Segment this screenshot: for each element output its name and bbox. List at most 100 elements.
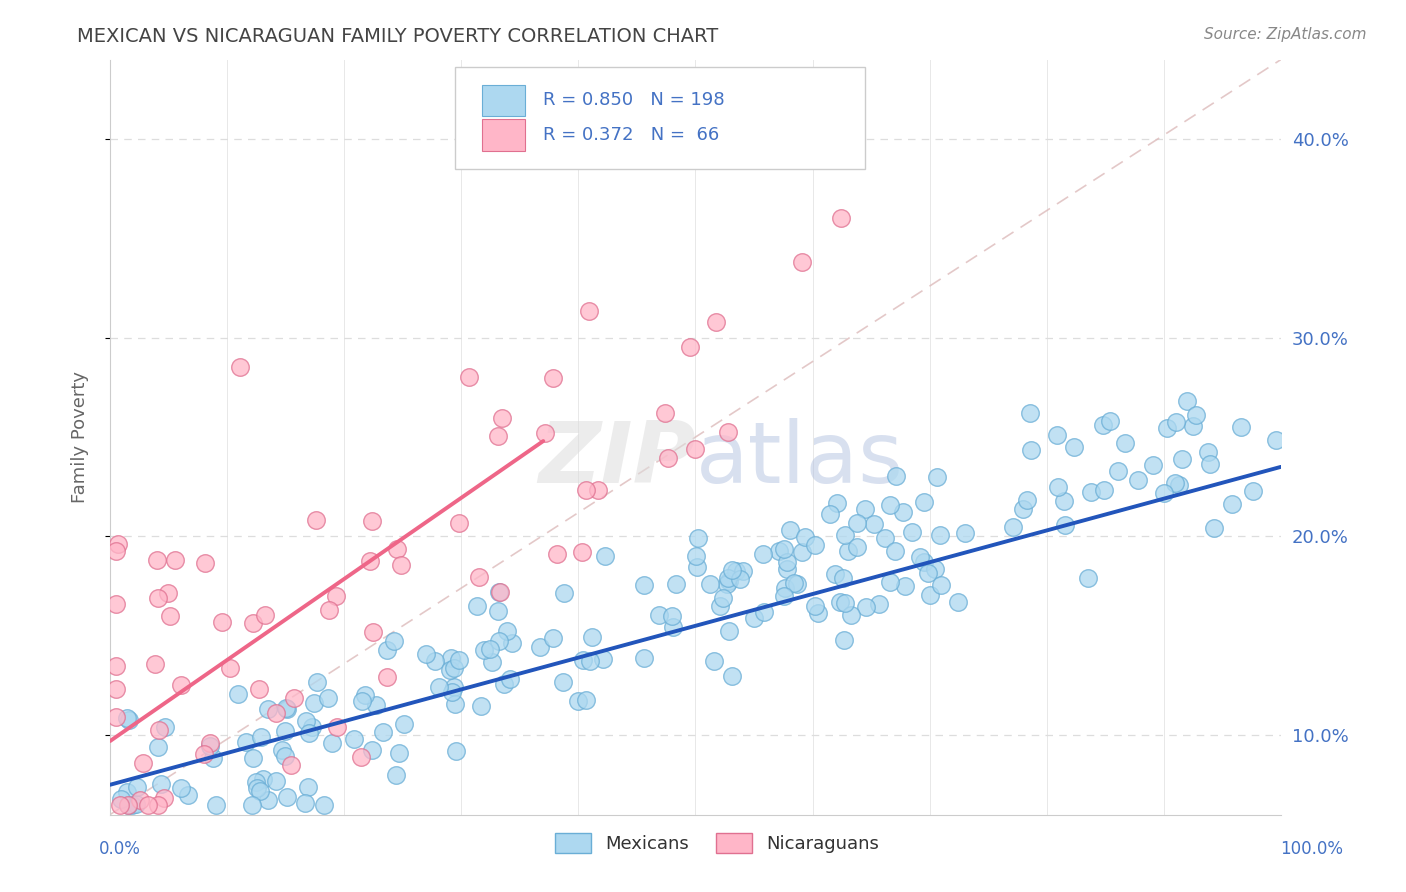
Point [274,723,297,738]
Point [1114,436,1136,450]
Point [104,710,127,724]
Point [912,495,935,509]
Point [894,578,917,592]
Point [170,678,193,692]
Point [633,651,655,665]
Point [302,697,325,711]
Point [132,756,155,770]
Point [361,743,384,757]
Point [1220,497,1243,511]
Point [830,211,852,226]
Point [845,540,868,554]
Point [387,746,409,760]
Point [159,608,181,623]
Point [110,797,132,812]
Point [297,780,319,795]
Point [845,516,868,530]
Point [392,717,415,731]
Point [211,615,233,629]
Point [240,797,263,812]
Point [198,736,221,750]
Point [205,797,228,812]
Point [752,547,775,561]
Point [1164,476,1187,491]
Point [226,687,249,701]
Point [948,595,970,609]
Point [371,725,394,739]
Point [553,586,575,600]
Point [834,596,856,610]
Point [1182,419,1205,434]
Point [366,698,388,712]
Text: 100.0%: 100.0% [1279,840,1343,858]
Point [818,507,841,521]
Point [686,531,709,545]
Point [575,483,598,498]
Point [143,657,166,671]
Point [1012,502,1035,516]
Point [170,780,193,795]
Text: R = 0.850   N = 198: R = 0.850 N = 198 [543,91,725,110]
Point [298,725,321,739]
Point [803,538,825,552]
Point [1099,414,1122,428]
Point [773,581,796,595]
Point [927,470,949,484]
Point [117,797,139,812]
Point [271,743,294,757]
Point [779,523,801,537]
Point [488,604,510,618]
Point [148,739,170,754]
Point [117,797,139,812]
Text: ZIP: ZIP [538,418,696,501]
Point [443,680,465,694]
Point [492,676,515,690]
Point [325,589,347,603]
Point [709,599,731,614]
Point [423,655,446,669]
Point [928,528,950,542]
Point [439,663,461,677]
Point [115,711,138,725]
Point [242,751,264,765]
Point [834,528,856,542]
Point [1265,434,1288,448]
Point [773,541,796,556]
Point [253,608,276,623]
Point [912,555,935,569]
Point [831,571,853,585]
Point [792,255,814,269]
Point [661,619,683,633]
Point [1241,483,1264,498]
Point [924,562,946,576]
Point [1166,415,1188,429]
Point [703,654,725,668]
Point [350,750,373,764]
Point [834,127,856,141]
Point [246,781,269,796]
Point [1015,493,1038,508]
Point [1092,417,1115,432]
Point [118,714,141,728]
Point [1185,408,1208,422]
Point [136,797,159,812]
Text: 0.0%: 0.0% [98,840,141,858]
Point [264,774,287,789]
Point [177,788,200,802]
Point [661,609,683,624]
Point [110,791,132,805]
Point [1054,517,1077,532]
Point [146,591,169,606]
Point [472,643,495,657]
Point [953,526,976,541]
Point [571,545,593,559]
Point [312,797,335,812]
Text: MEXICAN VS NICARAGUAN FAMILY POVERTY CORRELATION CHART: MEXICAN VS NICARAGUAN FAMILY POVERTY COR… [77,27,718,45]
Point [316,690,339,705]
Point [499,672,522,686]
Point [567,693,589,707]
Point [363,624,385,639]
Point [575,693,598,707]
Point [1046,480,1069,494]
Point [918,589,941,603]
